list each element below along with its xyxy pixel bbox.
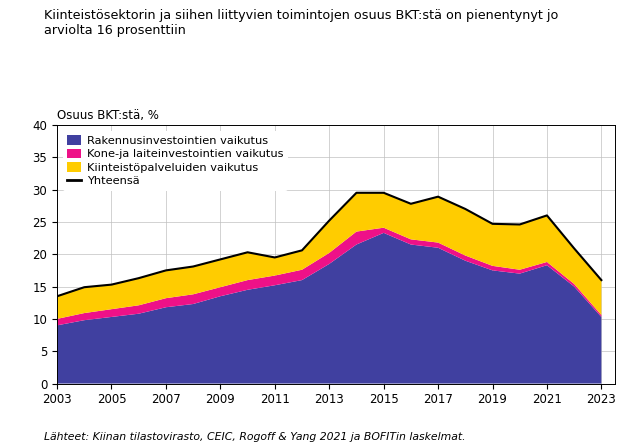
Text: Lähteet: Kiinan tilastovirasto, CEIC, Rogoff & Yang 2021 ja BOFITin laskelmat.: Lähteet: Kiinan tilastovirasto, CEIC, Ro…	[44, 432, 466, 442]
Text: Osuus BKT:stä, %: Osuus BKT:stä, %	[57, 109, 159, 122]
Text: Kiinteistösektorin ja siihen liittyvien toimintojen osuus BKT:stä on pienentynyt: Kiinteistösektorin ja siihen liittyvien …	[44, 9, 559, 37]
Legend: Rakennusinvestointien vaikutus, Kone-ja laiteinvestointien vaikutus, Kiinteistöp: Rakennusinvestointien vaikutus, Kone-ja …	[63, 131, 288, 191]
